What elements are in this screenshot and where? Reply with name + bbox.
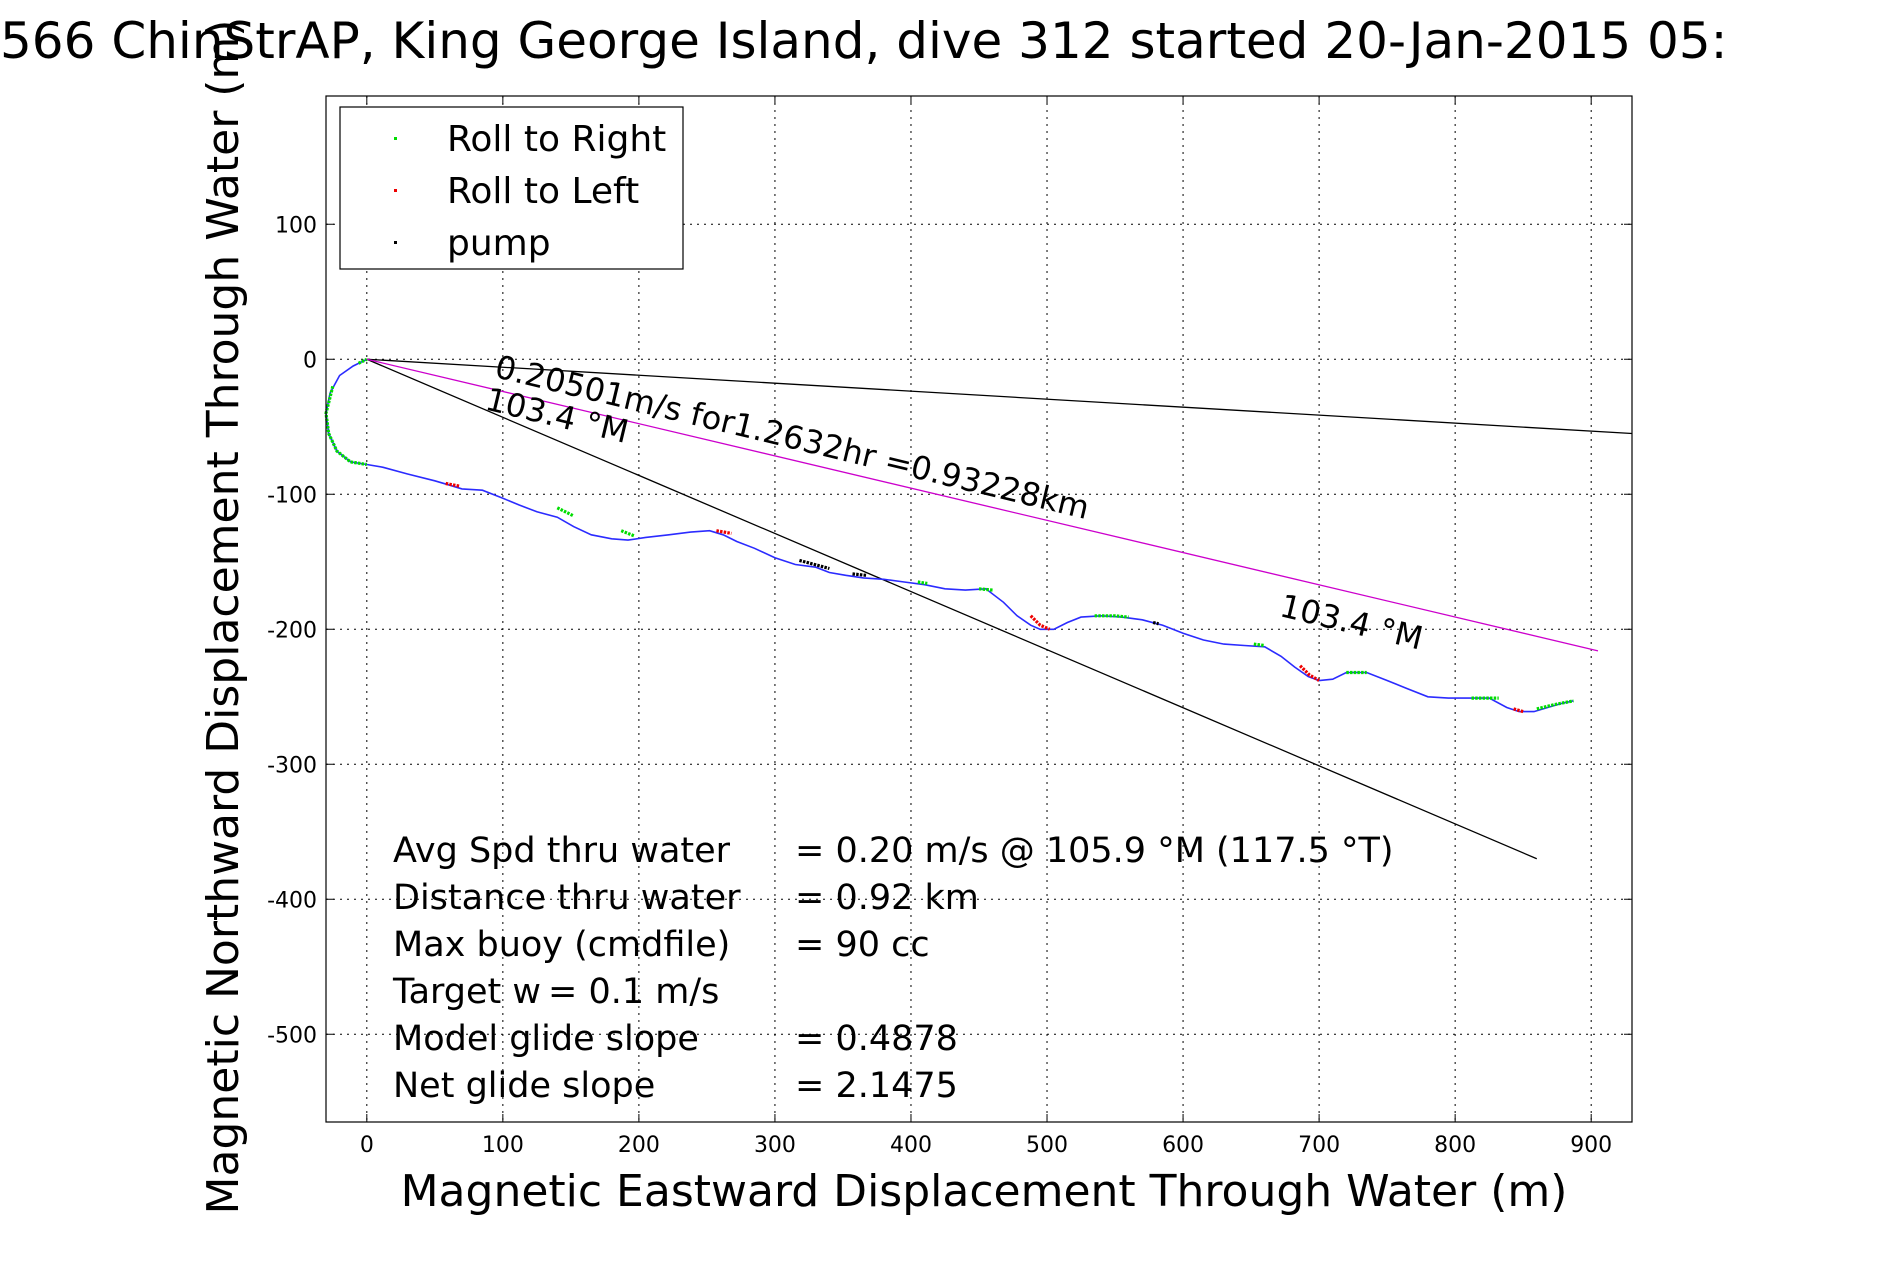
- roll-left-segment: [1513, 707, 1524, 714]
- pump-segment: [1152, 620, 1159, 626]
- roll-markers: [324, 357, 1574, 714]
- track-line: [325, 358, 1574, 713]
- reference-lines: [366, 358, 1633, 860]
- legend-label: Roll to Left: [447, 171, 639, 212]
- stats-block: Avg Spd thru water = 0.20 m/s @ 105.9 °M …: [392, 831, 1394, 1106]
- track-series: [325, 358, 1574, 713]
- stat-value: = 0.4878: [795, 1019, 958, 1059]
- roll-left-segment: [1029, 614, 1051, 631]
- grid: [326, 96, 1632, 1122]
- y-tick-label: -300: [267, 753, 317, 778]
- stat-value: = 0.20 m/s @ 105.9 °M (117.5 °T): [795, 831, 1394, 871]
- stat-value: = 90 cc: [795, 925, 930, 965]
- x-tick-label: 900: [1570, 1133, 1612, 1158]
- stat-value: = 2.1475: [795, 1066, 958, 1106]
- roll-right-segment: [357, 357, 368, 365]
- stat-value: = 0.92 km: [795, 878, 979, 918]
- chart-title: 566 ChinStrAP, King George Island, dive …: [0, 12, 1728, 70]
- x-tick-label: 700: [1298, 1133, 1340, 1158]
- legend-box: [339, 106, 684, 270]
- roll-right-segment: [1253, 642, 1265, 648]
- roll-right-segment: [978, 587, 993, 592]
- y-tick-label: 100: [275, 213, 317, 238]
- line-annotation: 103.4 °M: [1276, 587, 1426, 658]
- y-axis-label: Magnetic Northward Displacement Through …: [198, 20, 249, 1215]
- roll-right-segment: [917, 580, 928, 585]
- legend-label: pump: [447, 223, 551, 264]
- x-tick-label: 200: [618, 1133, 660, 1158]
- x-tick-label: 600: [1162, 1133, 1204, 1158]
- legend-marker: [394, 241, 397, 244]
- x-axis-label: Magnetic Eastward Displacement Through W…: [401, 1166, 1568, 1217]
- reference-line: [366, 358, 1633, 435]
- x-tick-label: 400: [890, 1133, 932, 1158]
- roll-right-segment: [1094, 614, 1129, 619]
- roll-left-segment: [716, 529, 732, 535]
- legend-marker: [394, 189, 397, 192]
- stat-label: Max buoy (cmdfile): [393, 925, 730, 965]
- stat-label: Model glide slope: [393, 1019, 699, 1059]
- legend-label: Roll to Right: [447, 119, 666, 160]
- stat-label: Distance thru water: [393, 878, 741, 918]
- legend-marker: [394, 137, 397, 140]
- roll-left-segment: [1298, 664, 1320, 682]
- reference-line: [366, 358, 1599, 652]
- x-tick-label: 500: [1026, 1133, 1068, 1158]
- legend: Roll to Right Roll to Left pump: [339, 106, 684, 270]
- pump-segment: [852, 572, 867, 577]
- stat-label: Target w: [392, 972, 541, 1012]
- plot-frame: [325, 95, 1633, 1123]
- y-tick-label: -100: [267, 483, 317, 508]
- roll-left-segment: [445, 481, 460, 488]
- x-tick-label: 800: [1434, 1133, 1476, 1158]
- x-tick-label: 300: [754, 1133, 796, 1158]
- reference-line: [366, 358, 1538, 860]
- axis-ticks: 0 100 200 300 400 500 600 700 800 900 -500 -400 -300…: [267, 96, 1632, 1158]
- x-tick-label: 100: [482, 1133, 524, 1158]
- roll-right-segment: [556, 506, 575, 518]
- pump-segment: [798, 558, 830, 571]
- stat-value: = 0.1 m/s: [548, 972, 719, 1012]
- roll-right-segment: [620, 529, 636, 538]
- roll-right-segment: [324, 385, 368, 467]
- y-tick-label: 0: [303, 348, 317, 373]
- y-tick-label: -400: [267, 888, 317, 913]
- roll-right-segment: [1536, 699, 1574, 711]
- y-tick-label: -200: [267, 618, 317, 643]
- stat-label: Net glide slope: [393, 1066, 655, 1106]
- x-tick-label: 0: [360, 1133, 374, 1158]
- y-tick-label: -500: [267, 1023, 317, 1048]
- stat-label: Avg Spd thru water: [393, 831, 731, 871]
